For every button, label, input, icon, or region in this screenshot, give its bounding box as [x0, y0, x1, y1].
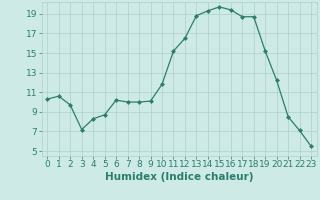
X-axis label: Humidex (Indice chaleur): Humidex (Indice chaleur)	[105, 172, 253, 182]
